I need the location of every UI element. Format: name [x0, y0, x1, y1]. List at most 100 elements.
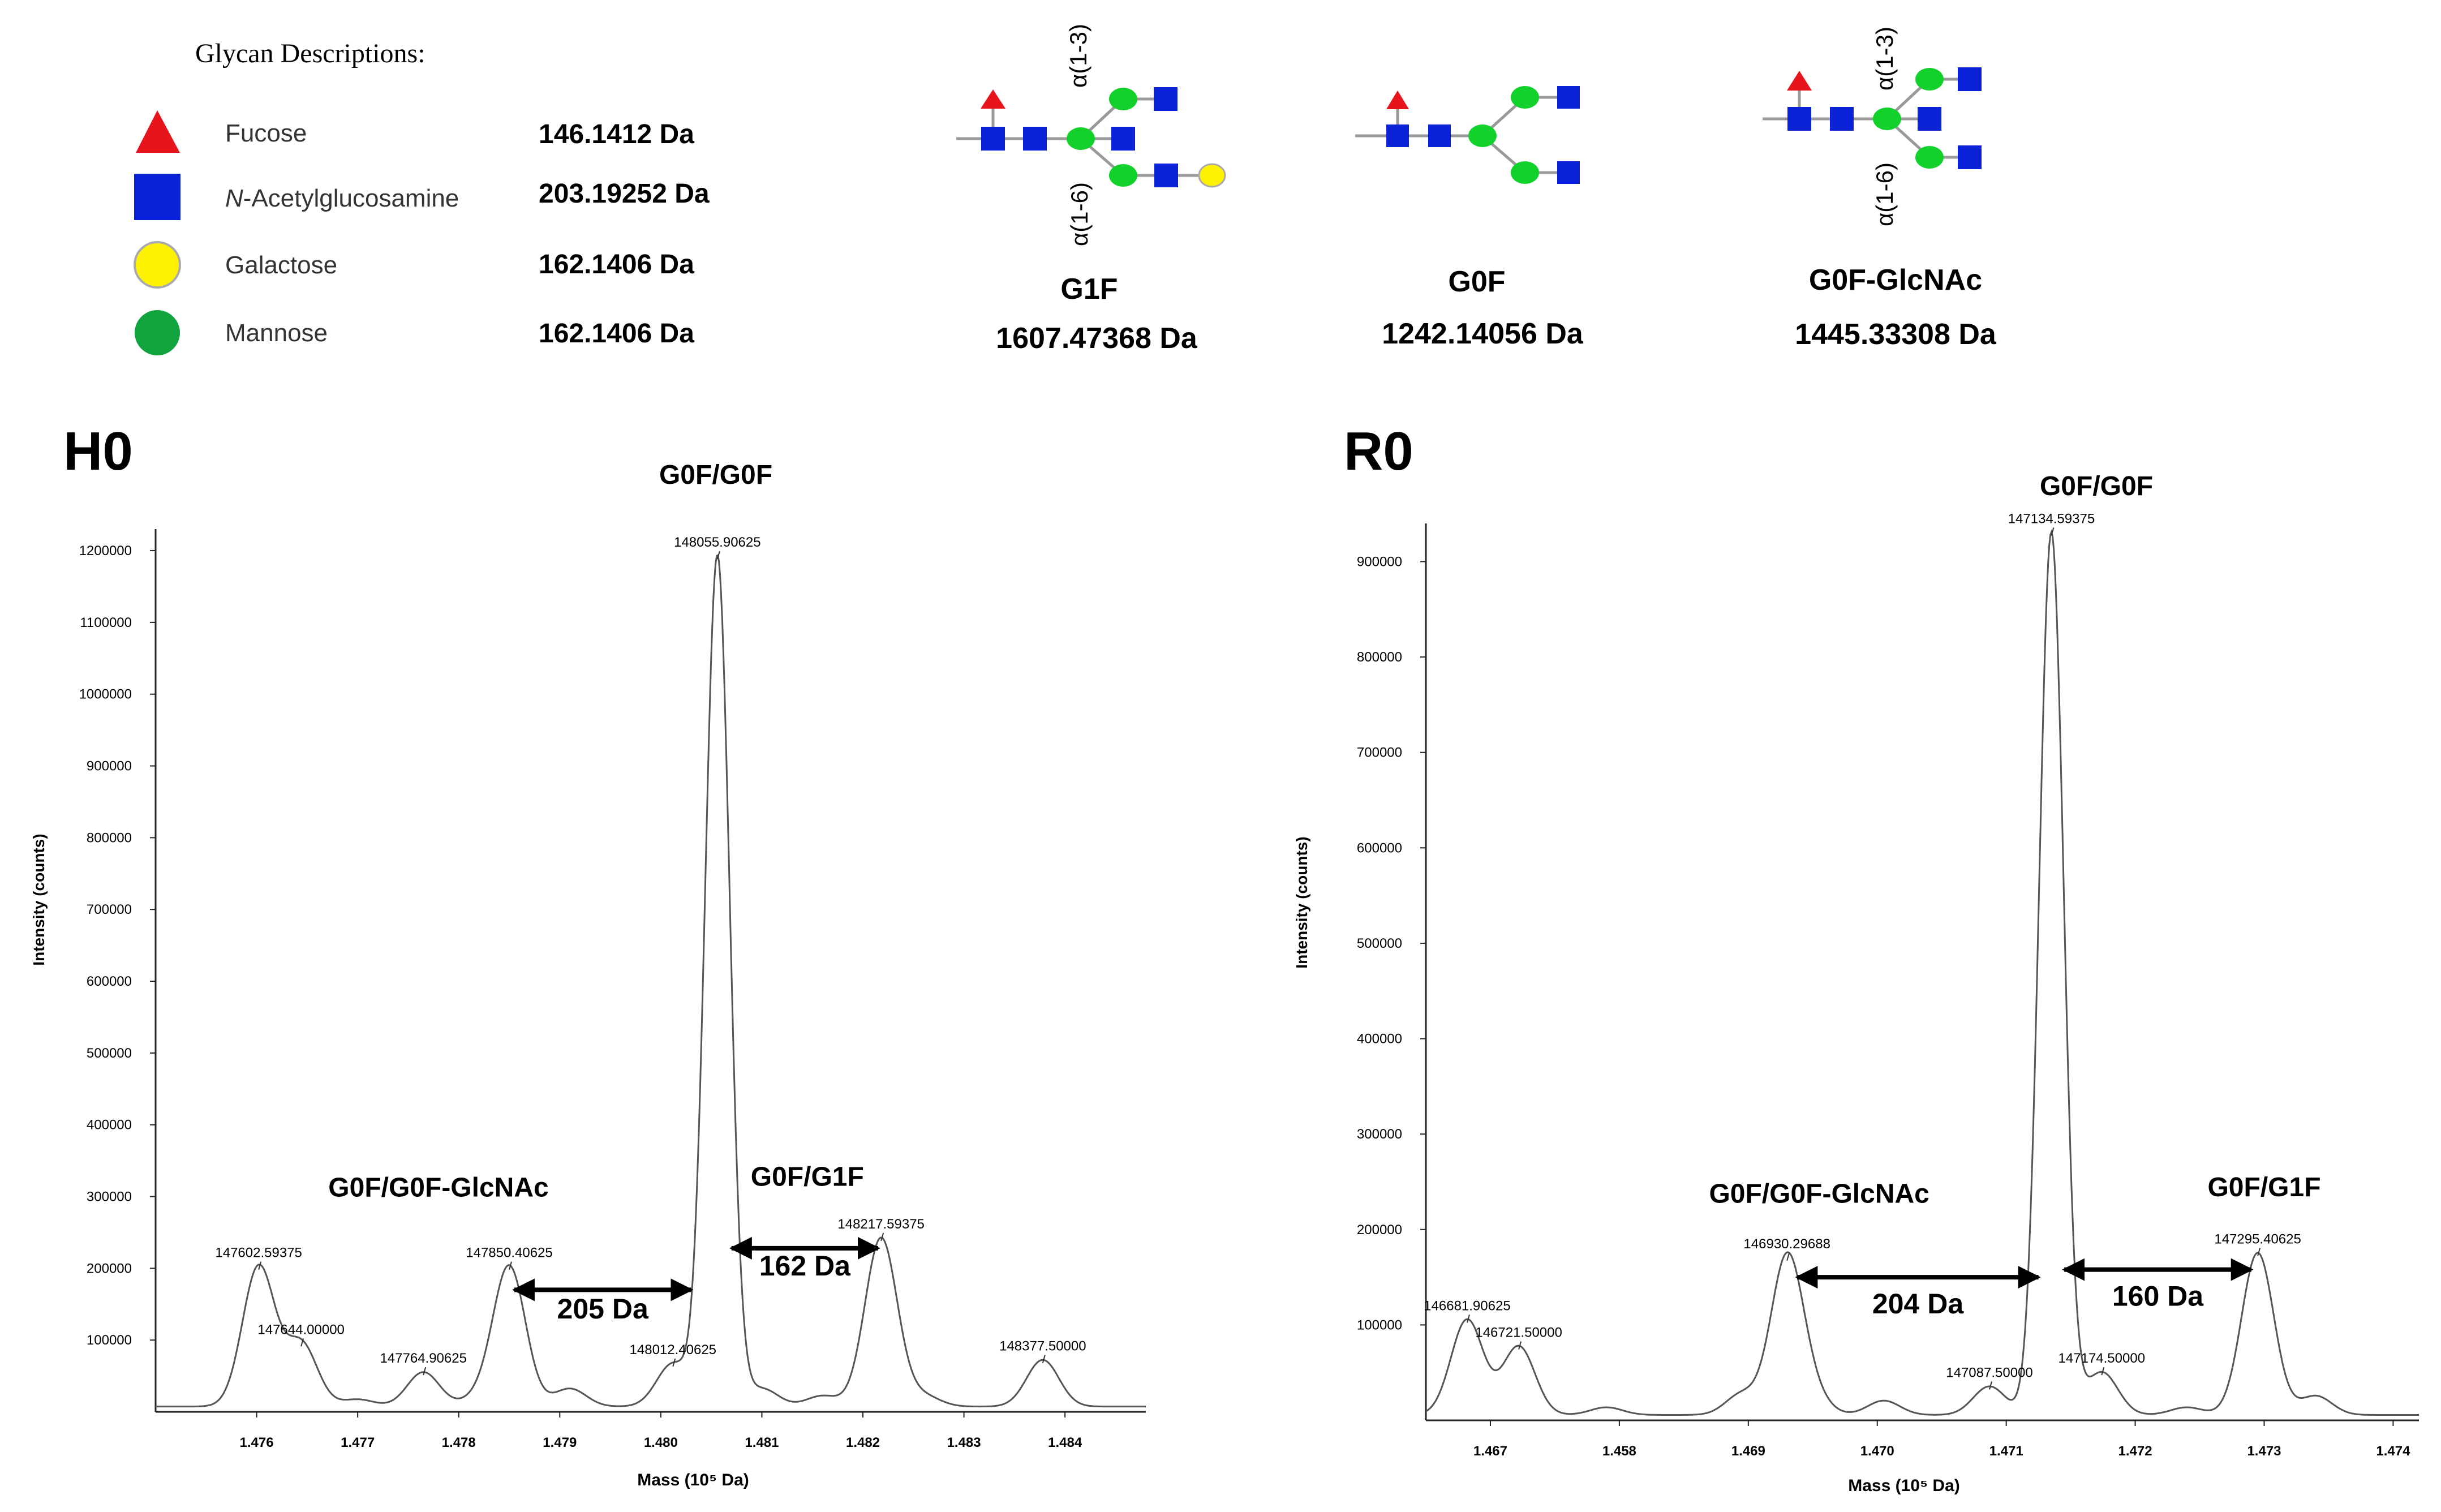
legend-title: Glycan Descriptions:	[195, 38, 426, 68]
x-tick-label: 1.480	[644, 1435, 678, 1450]
fucose-triangle-icon	[136, 110, 180, 153]
y-tick-label: 1200000	[79, 543, 132, 559]
glcnac-icon	[1386, 124, 1409, 147]
glcnac-icon	[1830, 107, 1854, 131]
mannose-icon	[1109, 164, 1137, 187]
g0f-mass: 1242.14056 Da	[1382, 317, 1584, 350]
peak-label: 147644.00000	[257, 1322, 345, 1337]
glcnac-icon	[1958, 67, 1982, 91]
glcnac-name-rest: -Acetylglucosamine	[243, 184, 459, 212]
x-tick-label: 1.474	[2376, 1444, 2410, 1459]
peak-label-leader	[672, 1358, 676, 1367]
g0f-name: G0F	[1448, 265, 1505, 298]
x-axis-label: Mass (10⁵ Da)	[1848, 1476, 1960, 1495]
x-tick-label: 1.477	[341, 1435, 375, 1450]
mannose-icon	[1067, 127, 1095, 150]
y-tick-label: 600000	[87, 974, 132, 989]
peak-label: 147295.40625	[2214, 1231, 2301, 1247]
peak-label-leader	[509, 1261, 512, 1270]
y-tick-label: 400000	[1357, 1032, 1402, 1047]
mannose-icon	[1915, 146, 1944, 169]
peak-annotation: G0F/G1F	[751, 1162, 864, 1192]
mass-difference-label: 205 Da	[557, 1293, 649, 1325]
peak-label-leader	[2257, 1248, 2261, 1256]
legend-item-glcnac-mass: 203.19252 Da	[539, 179, 710, 209]
main-peak-title: G0F/G0F	[2040, 471, 2153, 501]
y-axis-label: Intensity (counts)	[30, 834, 48, 965]
y-tick-label: 100000	[87, 1333, 132, 1348]
peak-label: 148012.40625	[630, 1342, 717, 1358]
y-tick-label: 700000	[1357, 745, 1402, 761]
x-tick-label: 1.479	[543, 1435, 577, 1450]
legend-item-glcnac-name: N-Acetylglucosamine	[225, 184, 459, 212]
x-tick-label: 1.484	[1048, 1435, 1082, 1450]
peak-label-leader	[2101, 1367, 2105, 1376]
x-tick-label: 1.458	[1602, 1444, 1636, 1459]
y-tick-label: 800000	[1357, 650, 1402, 665]
mass-difference-label: 160 Da	[2112, 1281, 2204, 1312]
g1f-mass: 1607.47368 Da	[996, 322, 1198, 355]
peak-label: 147087.50000	[1946, 1365, 2033, 1380]
x-tick-label: 1.478	[442, 1435, 476, 1450]
y-tick-label: 600000	[1357, 840, 1402, 856]
glcnac-icon	[1111, 127, 1135, 151]
y-tick-label: 900000	[1357, 554, 1402, 569]
peak-label-leader	[423, 1367, 427, 1376]
glcnac-icon	[1154, 87, 1177, 111]
g1f-linkage-a16: α(1-6)	[1066, 182, 1093, 246]
legend-item-fucose-name: Fucose	[225, 119, 307, 147]
peak-label-leader	[1989, 1381, 1992, 1390]
peak-label-leader	[258, 1261, 262, 1270]
y-tick-label: 800000	[87, 830, 132, 845]
peak-label-leader	[1518, 1341, 1522, 1350]
peak-annotation: G0F/G1F	[2207, 1172, 2320, 1202]
y-tick-label: 500000	[1357, 936, 1402, 951]
x-tick-label: 1.482	[846, 1435, 880, 1450]
panel-title: R0	[1344, 421, 1413, 482]
legend-item-galactose-name: Galactose	[225, 251, 337, 279]
mannose-icon	[1511, 86, 1539, 109]
y-tick-label: 400000	[87, 1118, 132, 1133]
x-axis-label: Mass (10⁵ Da)	[637, 1471, 749, 1489]
panel-title: H0	[63, 421, 133, 482]
y-tick-label: 1100000	[80, 615, 132, 630]
x-tick-label: 1.483	[947, 1435, 981, 1450]
glcnac-icon	[1557, 161, 1580, 184]
glcnac-icon	[1023, 127, 1047, 151]
x-tick-label: 1.472	[2118, 1444, 2152, 1459]
x-tick-label: 1.470	[1860, 1444, 1894, 1459]
glcnac-icon	[1787, 107, 1811, 131]
legend-item-galactose-mass: 162.1406 Da	[539, 250, 694, 280]
glcnac-name-prefix: N	[225, 184, 243, 212]
y-tick-label: 700000	[87, 902, 132, 917]
y-tick-label: 1000000	[79, 687, 132, 702]
peak-label-leader	[2051, 527, 2055, 536]
mass-difference-label: 204 Da	[1872, 1288, 1964, 1320]
g1f-name: G1F	[1060, 273, 1118, 306]
peak-label-leader	[716, 551, 720, 560]
y-tick-label: 500000	[87, 1046, 132, 1061]
g1f-linkage-a13: α(1-3)	[1065, 24, 1091, 88]
g0f-glcnac-name: G0F-GlcNAc	[1809, 264, 1982, 297]
spectrum-panel-h0: H0 G0F/G0F 100000 200000 300000 400000 500000 6…	[30, 421, 1146, 1489]
mannose-icon	[1109, 88, 1137, 110]
x-tick-label: 1.469	[1731, 1444, 1765, 1459]
legend-item-fucose-mass: 146.1412 Da	[539, 119, 694, 149]
peak-label: 146930.29688	[1743, 1236, 1830, 1252]
x-tick-label: 1.476	[240, 1435, 274, 1450]
main-peak-title: G0F/G0F	[659, 460, 772, 490]
peak-label: 147764.90625	[380, 1351, 467, 1366]
x-tick-label: 1.473	[2247, 1444, 2281, 1459]
glcnac-icon	[1154, 164, 1178, 187]
x-tick-label: 1.467	[1473, 1444, 1507, 1459]
peak-label-leader	[1042, 1355, 1046, 1363]
peak-label: 147602.59375	[215, 1245, 302, 1261]
glycan-structure-g0f-glcnac	[1763, 67, 1982, 169]
g0f-glcnac-mass: 1445.33308 Da	[1795, 318, 1997, 351]
mannose-circle-icon	[135, 310, 180, 355]
g0f-glcnac-linkage-a16: α(1-6)	[1871, 162, 1898, 226]
glycan-structure-g1f	[956, 87, 1226, 188]
x-tick-label: 1.481	[745, 1435, 779, 1450]
galactose-circle-icon	[134, 241, 181, 289]
